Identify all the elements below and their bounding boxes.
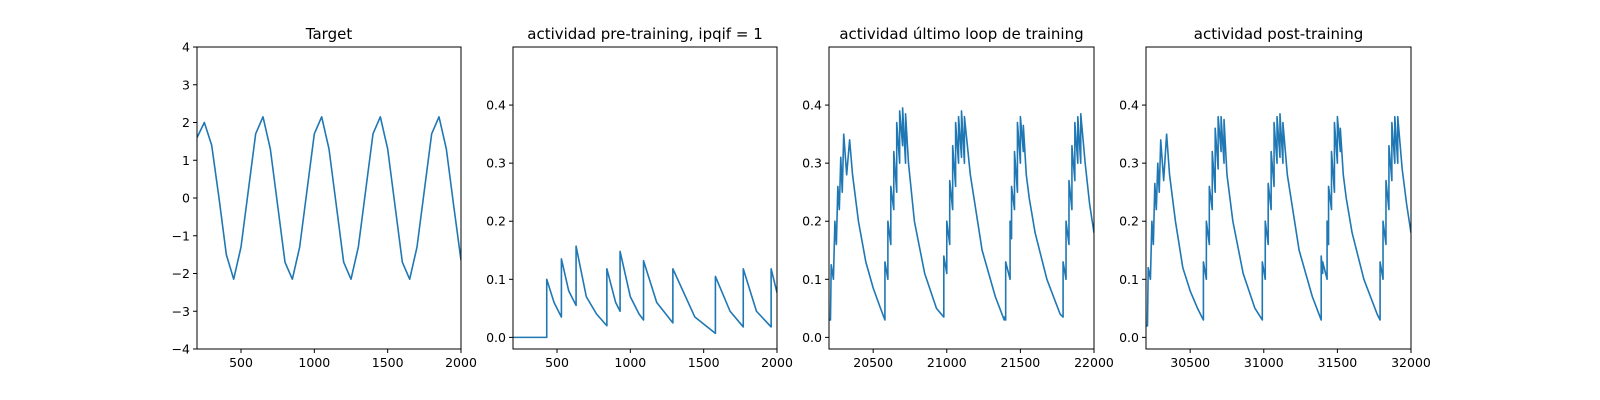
series-line (197, 116, 461, 280)
y-tick-label: 0.2 (486, 214, 506, 229)
y-tick-label: −3 (172, 304, 190, 319)
y-tick-label: 2 (182, 115, 190, 130)
y-tick-label: 0.1 (486, 272, 506, 287)
y-tick-label: 0.3 (802, 156, 822, 171)
subplot-1: Target 500 1000 1500 2000 −4 −3 −2 −1 0 1 2 3 4 (172, 25, 477, 370)
subplot-4: actividad post-training 30500 31000 31500 32… (1119, 25, 1431, 370)
x-tick-label: 21500 (1001, 355, 1041, 370)
y-tick-label: 0.3 (1119, 156, 1139, 171)
y-tick-label: 1 (182, 153, 190, 168)
y-tick-label: −1 (172, 228, 190, 243)
series-line (513, 245, 777, 339)
axes-frame (1145, 46, 1412, 350)
x-tick-label: 500 (545, 355, 569, 370)
x-tick-label: 1000 (298, 355, 330, 370)
y-tick-label: 0.2 (1119, 214, 1139, 229)
y-tick-label: 0.0 (486, 330, 506, 345)
x-tick-label: 500 (229, 355, 253, 370)
x-tick-label: 22000 (1074, 355, 1114, 370)
x-tick-label: 2000 (445, 355, 477, 370)
x-tick-label: 1500 (688, 355, 720, 370)
y-tick-label: 0.4 (1119, 98, 1139, 113)
subplot-title: Target (305, 25, 353, 43)
x-tick-label: 2000 (761, 355, 793, 370)
x-tick-label: 32000 (1391, 355, 1431, 370)
x-tick-label: 31000 (1244, 355, 1284, 370)
x-tick-label: 21000 (927, 355, 967, 370)
series-line (829, 107, 1094, 321)
y-tick-label: 0.1 (1119, 272, 1139, 287)
axes-frame (512, 46, 778, 350)
axes-frame (828, 46, 1095, 350)
y-tick-label: 0.2 (802, 214, 822, 229)
y-tick-label: 0.4 (802, 98, 822, 113)
y-tick-label: 0.0 (802, 330, 822, 345)
y-tick-label: 0.4 (486, 98, 506, 113)
series-line (1146, 112, 1411, 327)
y-tick-label: 3 (182, 77, 190, 92)
x-tick-label: 30500 (1170, 355, 1210, 370)
y-tick-label: 4 (182, 40, 190, 55)
y-tick-label: −4 (172, 342, 190, 357)
x-tick-label: 1000 (614, 355, 646, 370)
subplot-2: actividad pre-training, ipqif = 1 500 1000… (486, 25, 793, 370)
axes-frame (196, 46, 462, 350)
y-tick-label: 0.0 (1119, 330, 1139, 345)
subplot-title: actividad último loop de training (839, 25, 1083, 43)
y-tick-label: 0.1 (802, 272, 822, 287)
x-tick-label: 20500 (853, 355, 893, 370)
subplot-title: actividad pre-training, ipqif = 1 (527, 25, 763, 43)
subplot-title: actividad post-training (1194, 25, 1363, 43)
x-tick-label: 1500 (372, 355, 404, 370)
y-tick-label: 0 (182, 191, 190, 206)
y-tick-label: −2 (172, 266, 190, 281)
x-tick-label: 31500 (1318, 355, 1358, 370)
y-tick-label: 0.3 (486, 156, 506, 171)
subplot-3: actividad último loop de training 20500 21… (802, 25, 1114, 370)
